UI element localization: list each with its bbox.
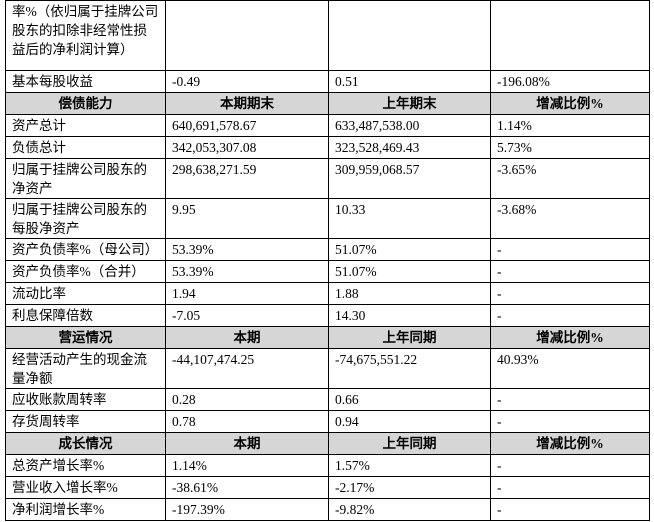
table-row: 负债总计 342,053,307.08 323,528,469.43 5.73%: [5, 136, 650, 159]
table-cell: 1.14%: [165, 454, 329, 477]
table-cell: 0.28: [165, 388, 329, 411]
table-cell: 存货周转率: [5, 410, 166, 433]
table-cell: 营业收入增长率%: [5, 476, 166, 499]
financial-table: 率%（依归属于挂牌公司股东的扣除非经常性损益后的净利润计算） 基本每股收益 -0.4…: [5, 0, 650, 521]
table-row: 资产负债率%（合并） 53.39% 51.07% -: [5, 260, 650, 283]
table-row: 率%（依归属于挂牌公司股东的扣除非经常性损益后的净利润计算）: [5, 0, 650, 71]
table-row: 应收账款周转率 0.28 0.66-: [5, 388, 650, 411]
table-row: 基本每股收益 -0.49 0.51 -196.08%: [5, 70, 650, 93]
table-cell: -196.08%: [490, 70, 650, 93]
table-cell: 0.94: [328, 410, 491, 433]
table-cell: 1.14%: [490, 114, 650, 137]
table-cell: 上年期末: [328, 92, 491, 115]
table-row: 资产负债率%（母公司） 53.39% 51.07% -: [5, 238, 650, 261]
table-cell: -: [490, 410, 650, 433]
table-cell: 资产负债率%（合并）: [5, 260, 166, 283]
table-cell: 1.94: [165, 282, 329, 305]
table-cell: 营运情况: [5, 326, 166, 349]
table-cell: 归属于挂牌公司股东的每股净资产: [5, 198, 166, 239]
table-row: 资产总计 640,691,578.67 633,487,538.00 1.14%: [5, 114, 650, 137]
table-cell: -: [490, 260, 650, 283]
table-cell: -38.61%: [165, 476, 329, 499]
table-cell: -197.39%: [165, 498, 329, 521]
table-cell: 上年同期: [328, 326, 491, 349]
table-cell: -: [490, 498, 650, 521]
table-cell: 1.57%: [328, 454, 491, 477]
table-cell: 51.07%: [328, 260, 491, 283]
table-cell: 率%（依归属于挂牌公司股东的扣除非经常性损益后的净利润计算）: [5, 0, 166, 71]
table-cell: 53.39%: [165, 238, 329, 261]
table-cell: 流动比率: [5, 282, 166, 305]
table-cell: 0.66: [328, 388, 491, 411]
table-cell: -74,675,551.22: [328, 348, 491, 389]
table-cell: 640,691,578.67: [165, 114, 329, 137]
table-cell: -3.68%: [490, 198, 650, 239]
table-row: 流动比率 1.94 1.88-: [5, 282, 650, 305]
table-cell: 9.95: [165, 198, 329, 239]
table-cell: 应收账款周转率: [5, 388, 166, 411]
table-row: 净利润增长率% -197.39% -9.82% -: [5, 498, 650, 521]
table-row: 利息保障倍数 -7.05 14.30-: [5, 304, 650, 327]
table-cell: 归属于挂牌公司股东的净资产: [5, 158, 166, 199]
table-cell: 净利润增长率%: [5, 498, 166, 521]
section-header: 成长情况 本期 上年同期 增减比例%: [5, 432, 650, 455]
table-cell: -3.65%: [490, 158, 650, 199]
table-cell: 总资产增长率%: [5, 454, 166, 477]
table-cell: 负债总计: [5, 136, 166, 159]
table-cell: 0.78: [165, 410, 329, 433]
table-cell: 1.88: [328, 282, 491, 305]
table-cell: 上年同期: [328, 432, 491, 455]
table-cell: -: [490, 476, 650, 499]
table-cell: 资产负债率%（母公司）: [5, 238, 166, 261]
table-cell: 53.39%: [165, 260, 329, 283]
table-cell: 298,638,271.59: [165, 158, 329, 199]
table-row: 归属于挂牌公司股东的每股净资产 9.95 10.33 -3.68%: [5, 198, 650, 239]
table-row: 存货周转率 0.78 0.94-: [5, 410, 650, 433]
table-row: 归属于挂牌公司股东的净资产 298,638,271.59 309,959,068.5…: [5, 158, 650, 199]
table-cell: -2.17%: [328, 476, 491, 499]
table-cell: -44,107,474.25: [165, 348, 329, 389]
table-cell: 利息保障倍数: [5, 304, 166, 327]
table-cell: 增减比例%: [490, 326, 650, 349]
table-cell: -: [490, 454, 650, 477]
table-cell: -: [490, 282, 650, 305]
table-cell: 增减比例%: [490, 92, 650, 115]
table-cell: 本期期末: [165, 92, 329, 115]
table-cell: 633,487,538.00: [328, 114, 491, 137]
table-cell: 资产总计: [5, 114, 166, 137]
table-cell: 0.51: [328, 70, 491, 93]
section-header: 偿债能力 本期期末 上年期末 增减比例%: [5, 92, 650, 115]
table-row: 经营活动产生的现金流量净额 -44,107,474.25 -74,675,551.2…: [5, 348, 650, 389]
table-cell: 342,053,307.08: [165, 136, 329, 159]
table-cell: 基本每股收益: [5, 70, 166, 93]
table-cell: 309,959,068.57: [328, 158, 491, 199]
table-cell: -: [490, 304, 650, 327]
table-cell: 40.93%: [490, 348, 650, 389]
table-cell: 14.30: [328, 304, 491, 327]
table-row: 营业收入增长率% -38.61% -2.17% -: [5, 476, 650, 499]
table-cell: -: [490, 388, 650, 411]
table-cell: 323,528,469.43: [328, 136, 491, 159]
table-cell: 增减比例%: [490, 432, 650, 455]
table-cell: 51.07%: [328, 238, 491, 261]
table-cell: 本期: [165, 326, 329, 349]
table-cell: -0.49: [165, 70, 329, 93]
table-cell: 偿债能力: [5, 92, 166, 115]
table-cell: 本期: [165, 432, 329, 455]
table-body: 率%（依归属于挂牌公司股东的扣除非经常性损益后的净利润计算） 基本每股收益 -0.4…: [5, 0, 650, 521]
table-cell: 10.33: [328, 198, 491, 239]
table-cell: [165, 0, 329, 71]
table-cell: -9.82%: [328, 498, 491, 521]
table-cell: 经营活动产生的现金流量净额: [5, 348, 166, 389]
table-cell: 成长情况: [5, 432, 166, 455]
table-cell: [328, 0, 491, 71]
table-cell: 5.73%: [490, 136, 650, 159]
table-cell: -: [490, 238, 650, 261]
table-cell: -7.05: [165, 304, 329, 327]
table-row: 总资产增长率% 1.14% 1.57% -: [5, 454, 650, 477]
table-cell: [490, 0, 650, 71]
section-header: 营运情况 本期 上年同期 增减比例%: [5, 326, 650, 349]
